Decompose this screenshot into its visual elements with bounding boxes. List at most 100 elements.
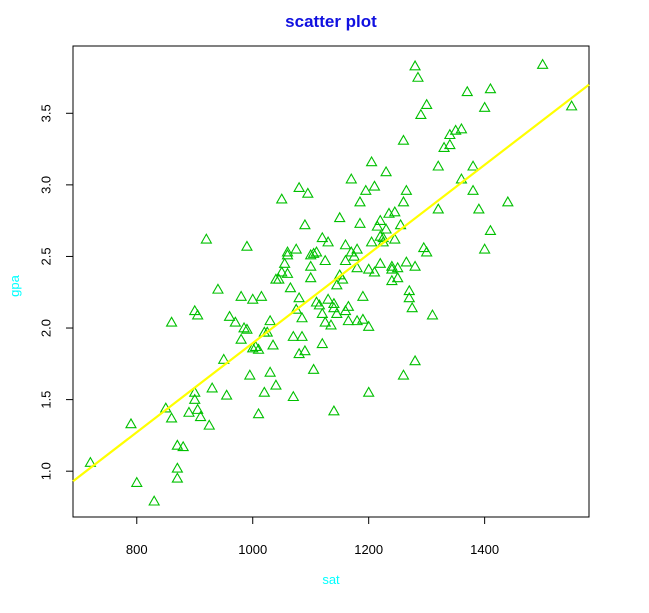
data-point [313,299,326,310]
data-point [374,230,387,241]
data-point [255,290,268,301]
data-point [351,243,364,254]
data-point [220,389,233,400]
data-point [420,98,433,109]
data-point [565,100,578,111]
data-point [211,283,224,294]
y-tick-label: 2.5 [39,247,54,265]
data-points [84,58,578,506]
data-point [362,386,375,397]
data-point [345,246,358,257]
data-point [351,261,364,273]
data-point [397,195,410,207]
data-point [385,263,398,274]
y-axis-label: gpa [7,274,22,296]
data-point [374,257,387,268]
data-point [478,243,491,254]
data-point [269,273,282,284]
data-point [443,138,456,150]
data-point [148,495,161,506]
data-point [235,290,248,301]
data-point [281,248,294,260]
data-point [235,333,248,344]
data-point [362,320,375,331]
data-point [200,233,213,244]
data-point [284,281,297,293]
data-point [536,58,549,69]
data-point [478,101,491,112]
data-point [278,257,291,268]
data-point [238,321,250,333]
data-point [275,193,288,204]
data-point [380,165,393,177]
data-point [365,236,378,247]
y-tick-label: 1.0 [39,462,54,480]
data-point [304,248,317,260]
data-point [240,240,253,251]
data-point [432,160,445,171]
data-point [359,184,372,195]
data-point [252,407,265,419]
data-point [188,393,201,404]
data-point [269,379,282,390]
data-point [356,290,369,301]
data-point [397,369,410,380]
data-point [223,310,236,321]
data-point [472,203,485,214]
data-point [339,254,352,266]
data-point [371,220,384,231]
data-point [501,195,514,207]
x-tick-label: 1200 [354,542,383,557]
data-point [165,316,178,327]
data-point [325,319,337,330]
data-point [388,205,401,217]
data-point [293,291,306,303]
data-point [125,417,137,429]
data-point [177,440,190,452]
data-point [84,456,97,467]
data-point [301,187,314,198]
data-point [342,314,355,326]
data-point [397,134,410,145]
x-axis-label: sat [322,572,340,587]
data-point [188,304,201,316]
data-point [330,278,343,290]
data-point [246,341,259,353]
x-tick-label: 1400 [470,542,499,557]
y-axis: 1.0 1.5 2.0 2.5 3.0 3.5 [39,104,74,480]
data-point [310,296,323,307]
y-tick-label: 2.0 [39,319,54,337]
x-tick-label: 800 [126,542,148,557]
data-point [339,238,352,250]
data-point [432,203,445,214]
data-point [409,260,422,271]
data-point [171,439,184,450]
data-point [400,256,413,267]
data-point [298,218,311,230]
data-point [467,160,479,171]
data-point [400,184,413,195]
data-point [316,307,329,319]
x-tick-label: 1000 [238,542,267,557]
data-point [327,404,340,416]
data-point [243,369,256,380]
chart-title: scatter plot [285,12,377,31]
data-point [327,297,340,308]
data-point [296,330,308,341]
data-point [455,122,468,134]
data-point [264,314,277,326]
data-point [368,180,381,191]
data-point [467,184,479,195]
data-point [171,462,184,473]
data-point [354,195,366,207]
data-point [287,390,300,402]
data-point [217,353,230,364]
data-point [409,59,422,71]
data-point [403,291,416,303]
data-point [414,108,427,120]
data-point [330,307,343,319]
data-point [191,403,204,414]
data-point [281,246,294,257]
data-point [316,337,329,349]
